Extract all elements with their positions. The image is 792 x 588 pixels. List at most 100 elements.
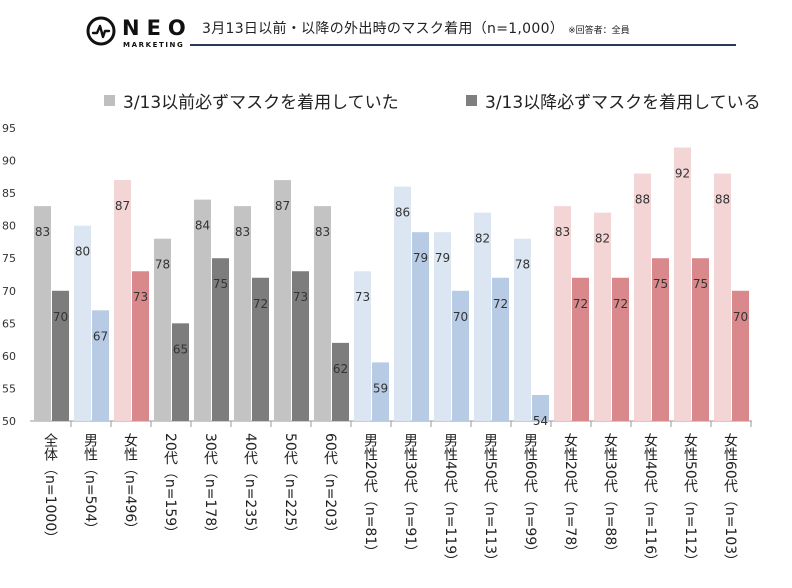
- bar: [612, 277, 629, 421]
- data-label: 82: [475, 232, 490, 246]
- bar: [194, 199, 211, 421]
- data-label: 72: [613, 297, 628, 311]
- x-category-label: 男性40代（n=119）: [442, 433, 458, 568]
- y-tick-label: 65: [2, 317, 16, 330]
- x-category-label: 全体（n=1000）: [42, 432, 58, 545]
- bar: [212, 258, 229, 421]
- x-category-label: 40代（n=235）: [242, 433, 258, 540]
- bar: [394, 186, 411, 421]
- data-label: 62: [333, 362, 348, 376]
- bar: [692, 258, 709, 421]
- data-label: 84: [195, 219, 210, 233]
- x-category-label: 女性30代（n=88）: [602, 432, 618, 559]
- x-category-label: 男性50代（n=113）: [482, 433, 498, 568]
- bar: [434, 232, 451, 421]
- data-label: 86: [395, 206, 410, 220]
- y-tick-label: 95: [2, 122, 16, 135]
- data-label: 67: [93, 329, 108, 343]
- bar: [572, 277, 589, 421]
- data-label: 75: [213, 277, 228, 291]
- bar: [634, 173, 651, 421]
- bar: [132, 271, 149, 421]
- x-category-label: 60代（n=203）: [322, 433, 338, 540]
- data-label: 75: [653, 277, 668, 291]
- data-label: 83: [315, 225, 330, 239]
- data-label: 78: [155, 258, 170, 272]
- x-category-label: 女性20代（n=78）: [562, 432, 578, 559]
- bar: [252, 277, 269, 421]
- data-label: 88: [715, 193, 730, 207]
- bar: [74, 225, 91, 421]
- y-tick-label: 75: [2, 252, 16, 265]
- data-label: 59: [373, 381, 388, 395]
- bar: [172, 323, 189, 421]
- data-label: 80: [75, 245, 90, 259]
- y-tick-label: 70: [2, 285, 16, 298]
- bar: [234, 206, 251, 421]
- data-label: 70: [733, 310, 748, 324]
- x-category-label: 女性（n=496）: [122, 432, 138, 536]
- data-label: 72: [253, 297, 268, 311]
- brand-subtitle: MARKETING: [123, 41, 185, 49]
- y-tick-label: 90: [2, 155, 16, 168]
- bar: [34, 206, 51, 421]
- x-category-label: 20代（n=159）: [162, 433, 178, 540]
- x-category-label: 女性50代（n=112）: [682, 432, 698, 568]
- bar: [332, 342, 349, 421]
- data-label: 72: [573, 297, 588, 311]
- bar: [554, 206, 571, 421]
- title-text: 3月13日以前・以降の外出時のマスク着用（n=1,000）: [202, 21, 565, 37]
- data-label: 82: [595, 232, 610, 246]
- bar: [274, 180, 291, 421]
- bar: [372, 362, 389, 421]
- data-label: 73: [133, 290, 148, 304]
- bar: [92, 310, 109, 421]
- x-category-label: 男性20代（n=81）: [362, 433, 378, 559]
- y-tick-label: 50: [2, 415, 16, 428]
- bar: [474, 212, 491, 421]
- legend-item-before: 3/13以前必ずマスクを着用していた: [104, 88, 399, 113]
- bar: [492, 277, 509, 421]
- data-label: 72: [493, 297, 508, 311]
- bar: [714, 173, 731, 421]
- title-note: ※回答者：全員: [568, 26, 630, 36]
- data-label: 73: [355, 290, 370, 304]
- data-label: 70: [53, 310, 68, 324]
- x-category-label: 男性30代（n=91）: [402, 433, 418, 559]
- bar: [594, 212, 611, 421]
- bar: [674, 147, 691, 422]
- data-label: 92: [675, 167, 690, 181]
- bar: [514, 238, 531, 421]
- data-label: 83: [555, 225, 570, 239]
- data-label: 65: [173, 342, 188, 356]
- data-label: 83: [235, 225, 250, 239]
- y-tick-label: 85: [2, 187, 16, 200]
- data-label: 88: [635, 193, 650, 207]
- legend-item-after: 3/13以降必ずマスクを着用している: [466, 88, 761, 113]
- x-category-label: 女性40代（n=116）: [642, 432, 658, 568]
- bar: [354, 271, 371, 421]
- y-tick-label: 60: [2, 350, 16, 363]
- bar: [532, 394, 549, 421]
- legend-label-after: 3/13以降必ずマスクを着用している: [485, 93, 761, 113]
- data-label: 87: [115, 199, 130, 213]
- data-label: 79: [413, 251, 428, 265]
- y-tick-label: 80: [2, 220, 16, 233]
- bar: [154, 238, 171, 421]
- data-label: 79: [435, 251, 450, 265]
- pulse-circle-icon: [86, 16, 116, 46]
- bar: [412, 232, 429, 421]
- data-label: 73: [293, 290, 308, 304]
- x-category-label: 女性60代（n=103）: [722, 432, 738, 568]
- bar: [292, 271, 309, 421]
- y-tick-label: 55: [2, 382, 16, 395]
- bar: [52, 290, 69, 421]
- data-label: 75: [693, 277, 708, 291]
- page-title: 3月13日以前・以降の外出時のマスク着用（n=1,000） ※回答者：全員: [202, 18, 630, 38]
- bar: [732, 290, 749, 421]
- x-category-label: 50代（n=225）: [282, 433, 298, 540]
- bar: [652, 258, 669, 421]
- brand-logo: NEO MARKETING: [86, 14, 186, 54]
- bar: [314, 206, 331, 421]
- bar: [114, 180, 131, 421]
